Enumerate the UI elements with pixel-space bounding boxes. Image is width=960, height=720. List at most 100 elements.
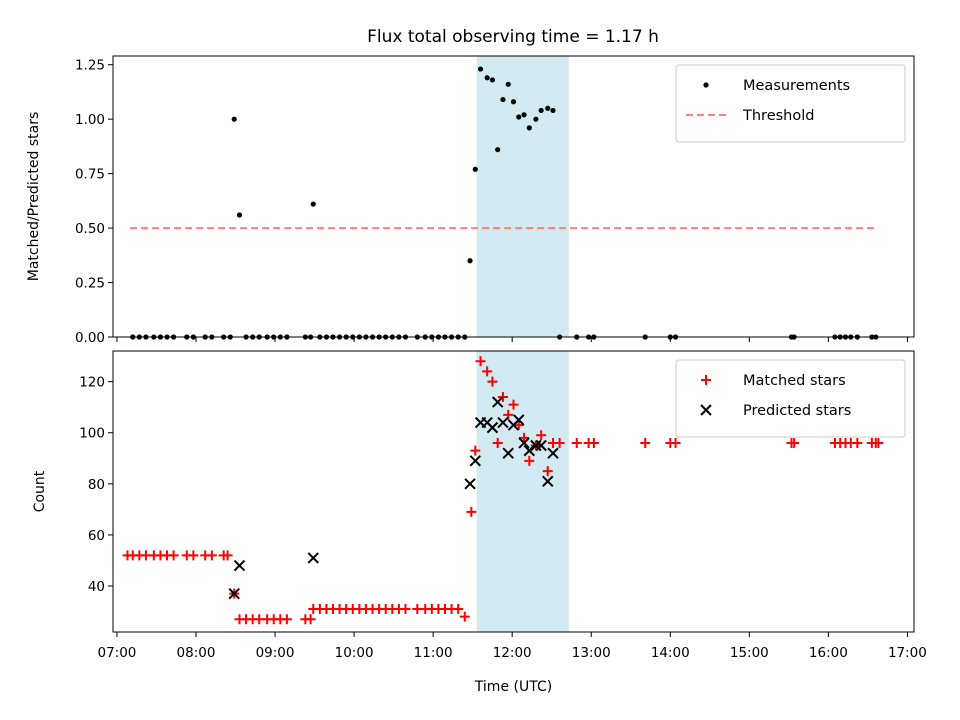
y-tick-label: 60 [88,528,105,544]
x-tick-label: 10:00 [335,645,374,661]
matched-stars-point [459,611,470,622]
measurement-point [484,75,490,81]
y-tick-label: 120 [79,375,105,391]
legend-label: Predicted stars [743,403,851,419]
matched-stars-point [588,437,599,448]
predicted-stars-point [469,455,482,467]
matched-stars-point [852,437,863,448]
predicted-stars-point [486,421,499,434]
predicted-stars-point [491,396,504,408]
x-tick-label: 15:00 [730,645,769,661]
measurement-point [545,105,551,111]
y-tick-label: 0.00 [75,330,105,346]
legend-marker [700,404,712,416]
matched-stars-point [497,391,508,402]
legend-label: Measurements [743,78,850,94]
measurement-point [231,116,237,122]
measurement-point [477,66,484,72]
measurement-point [310,201,316,207]
x-tick-label: 17:00 [888,645,927,661]
bottom-y-axis-label: Count [32,470,48,512]
top-series-layer [130,66,879,340]
legend-marker [703,82,709,88]
predicted-stars-point [518,437,530,449]
x-tick-label: 16:00 [809,645,848,661]
predicted-stars-point [497,416,509,429]
matched-stars-point [519,432,530,443]
bottom-axes-frame [112,350,915,633]
matched-stars-point [188,550,199,561]
measurement-point [236,212,243,218]
matched-stars-point [206,550,217,561]
x-tick-label: 12:00 [493,645,532,661]
bottom-x-axis-ticks: 07:00 08:00 09:00 10:00 11:00 12:00 13:00 14:00… [97,632,927,661]
predicted-stars-point [307,552,319,564]
matched-stars-point [789,437,800,448]
matched-stars-point [400,604,411,615]
bottom-panel: 40 60 80 100 120 07:00 08:00 09:00 10:00 11:00 12… [32,350,927,695]
measurement-point [521,112,527,118]
legend-label: Threshold [742,108,814,124]
measurement-point [516,114,522,120]
measurement-point [495,147,501,153]
matched-stars-point [542,466,553,477]
legend-marker [701,375,711,385]
matched-stars-point [487,376,498,387]
measurement-point [472,166,478,172]
matched-stars-point [508,399,519,410]
x-tick-label: 14:00 [651,645,690,661]
predicted-stars-point [464,478,476,490]
legend-box [675,359,906,438]
matched-stars-point [536,430,547,441]
matched-stars-point [482,366,493,377]
x-tick-label: 08:00 [177,645,216,661]
y-tick-label: 1.00 [75,112,105,128]
predicted-stars-point [542,475,554,487]
matched-stars-point [554,437,565,448]
matched-stars-point [475,356,486,367]
matched-stars-point [571,437,582,448]
top-y-axis-label: Matched/Predicted stars [26,112,42,282]
measurement-point [533,116,539,122]
measurement-point [538,107,544,114]
measurement-point [510,99,517,105]
y-tick-label: 80 [88,477,105,493]
x-tick-label: 11:00 [414,645,453,661]
top-panel: 0.00 0.25 0.50 0.75 1.00 1.25 Matched/Predict… [26,55,915,346]
matched-stars-point [168,550,179,561]
predicted-stars-point [228,587,240,600]
bottom-y-axis-ticks: 40 60 80 100 120 [79,375,113,595]
bottom-observing-window-shading [476,351,569,632]
y-tick-label: 100 [79,426,105,442]
matched-stars-point [466,506,477,517]
bottom-legend: Matched stars Predicted stars [675,359,906,438]
x-tick-label: 07:00 [97,645,136,661]
top-observing-window-shading [476,56,569,337]
top-legend: Measurements Threshold [675,64,906,143]
y-tick-label: 1.25 [75,58,105,74]
x-tick-label: 09:00 [256,645,295,661]
matched-stars-point [873,437,884,448]
predicted-stars-point [547,447,559,459]
y-tick-label: 0.50 [75,221,105,237]
top-y-axis-ticks: 0.00 0.25 0.50 0.75 1.00 1.25 [75,58,113,346]
measurement-point [467,258,473,264]
matched-stars-point [640,437,651,448]
measurement-point [526,125,532,131]
matched-stars-point [222,550,233,561]
y-tick-label: 0.25 [75,276,105,292]
matched-stars-point [513,420,524,431]
top-axes-frame [112,55,915,338]
measurement-point [500,96,506,103]
matched-stars-point [453,604,464,615]
predicted-stars-point [502,447,514,459]
measurement-point [505,81,511,87]
bottom-x-axis-label: Time (UTC) [474,679,552,695]
measurement-point [489,77,496,83]
y-tick-label: 0.75 [75,167,105,183]
predicted-stars-point [535,439,547,452]
measurement-point [550,107,556,114]
predicted-stars-point [513,414,525,426]
y-tick-label: 40 [88,579,105,595]
